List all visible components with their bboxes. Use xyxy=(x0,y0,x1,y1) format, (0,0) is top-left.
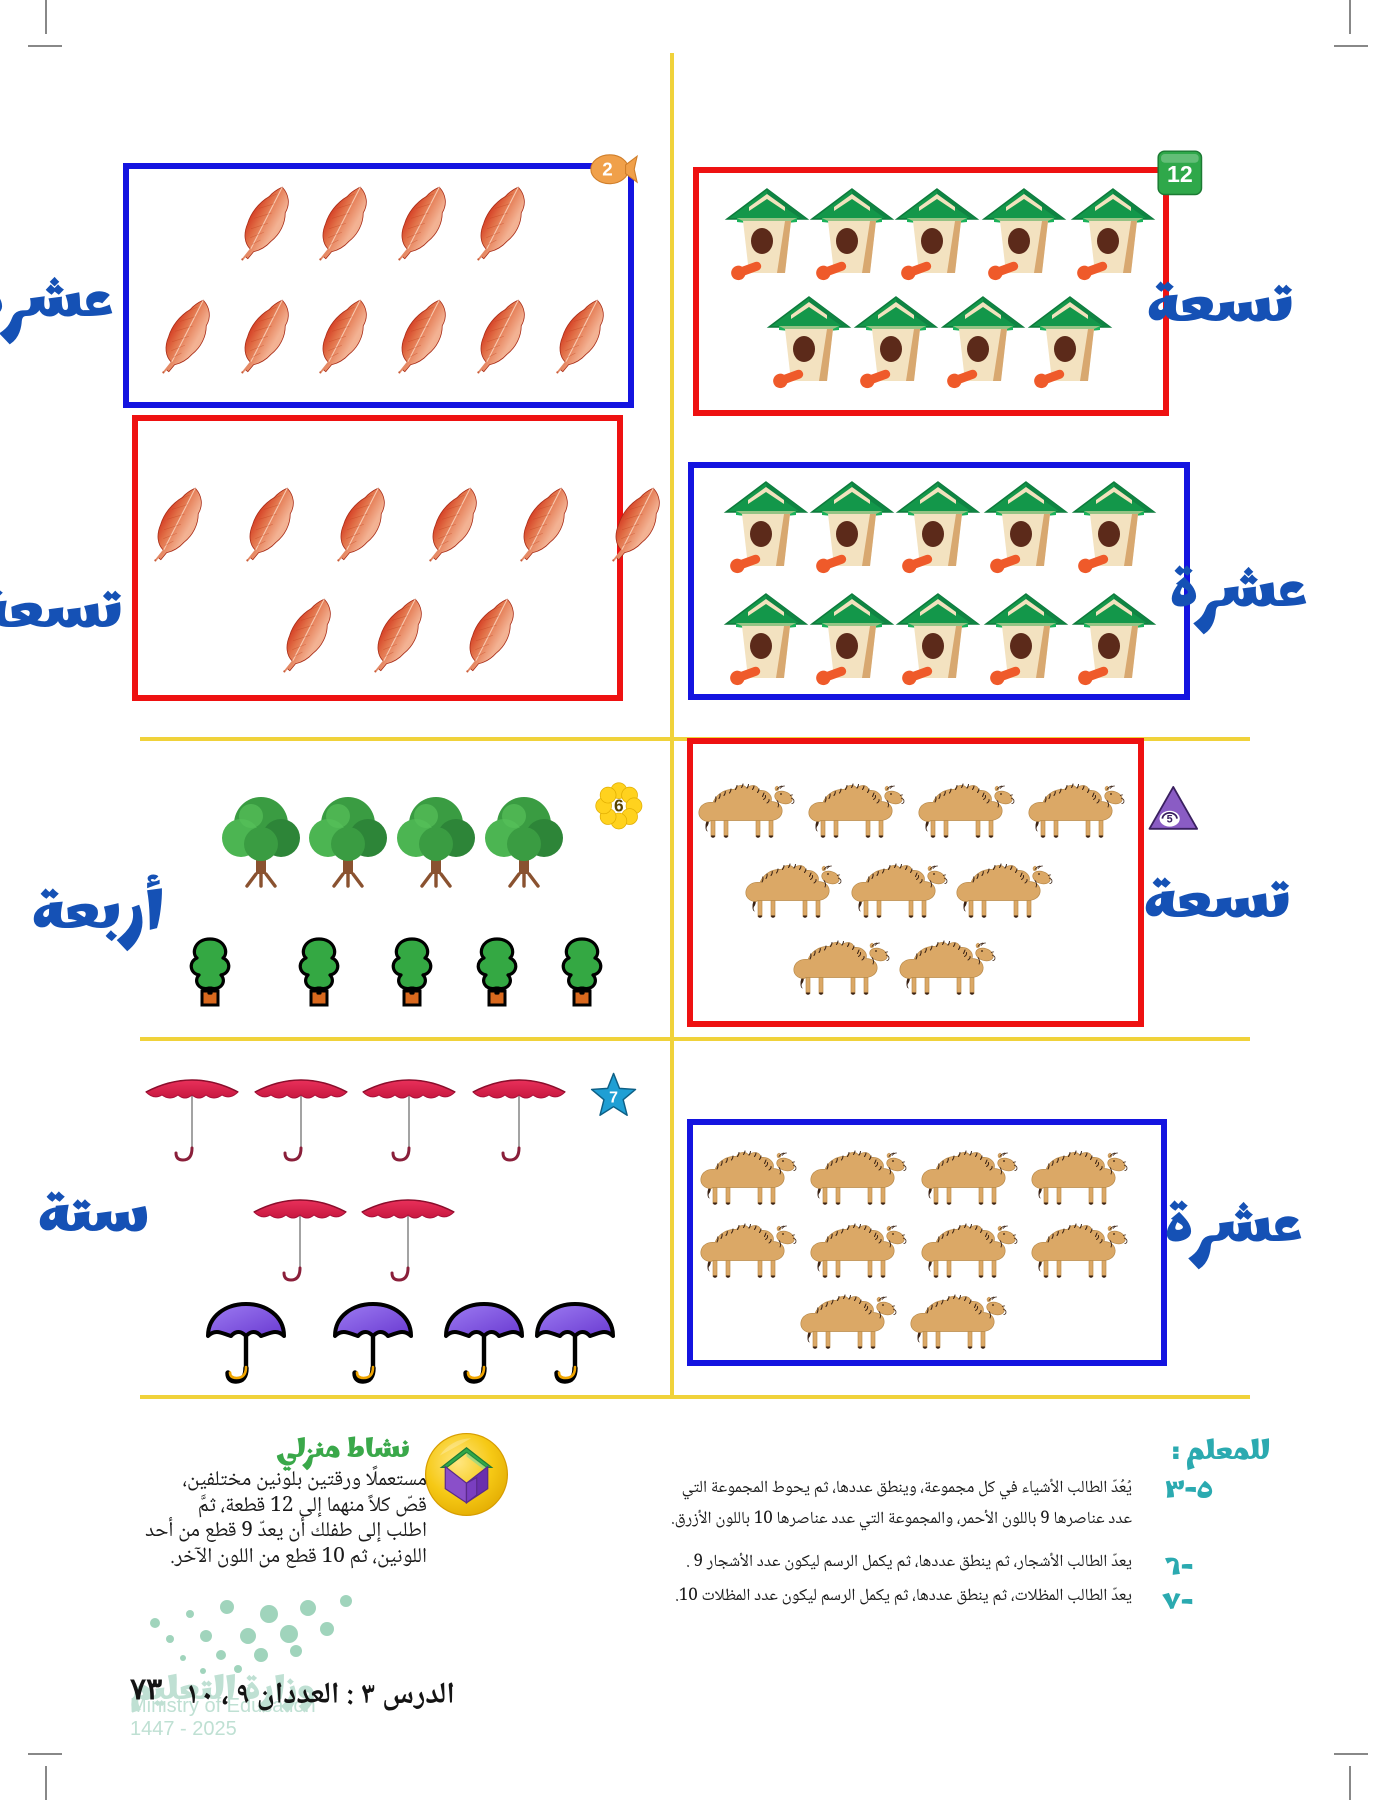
svg-text:7: 7 xyxy=(609,1089,618,1106)
svg-text:12: 12 xyxy=(1167,161,1193,187)
svg-text:2: 2 xyxy=(602,159,612,180)
svg-text:5: 5 xyxy=(1167,813,1173,825)
svg-text:6: 6 xyxy=(614,796,624,816)
